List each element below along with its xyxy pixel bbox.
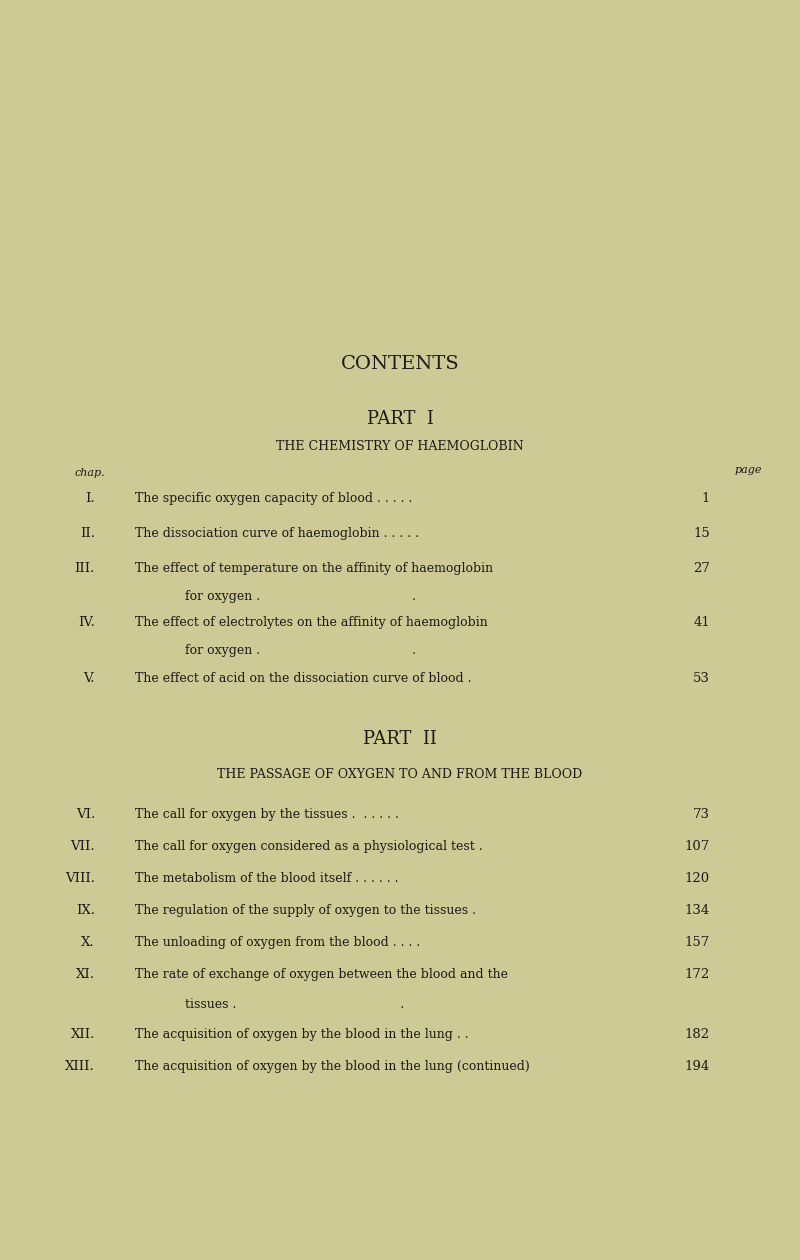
- Text: The effect of electrolytes on the affinity of haemoglobin: The effect of electrolytes on the affini…: [135, 616, 488, 629]
- Text: The call for oxygen considered as a physiological test .: The call for oxygen considered as a phys…: [135, 840, 482, 853]
- Text: page: page: [735, 465, 762, 475]
- Text: 194: 194: [685, 1060, 710, 1074]
- Text: The metabolism of the blood itself . . . . . .: The metabolism of the blood itself . . .…: [135, 872, 398, 885]
- Text: The acquisition of oxygen by the blood in the lung . .: The acquisition of oxygen by the blood i…: [135, 1028, 469, 1041]
- Text: X.: X.: [82, 936, 95, 949]
- Text: 53: 53: [693, 672, 710, 685]
- Text: V.: V.: [83, 672, 95, 685]
- Text: 157: 157: [685, 936, 710, 949]
- Text: 27: 27: [693, 562, 710, 575]
- Text: The regulation of the supply of oxygen to the tissues .: The regulation of the supply of oxygen t…: [135, 903, 476, 917]
- Text: The acquisition of oxygen by the blood in the lung (continued): The acquisition of oxygen by the blood i…: [135, 1060, 530, 1074]
- Text: XIII.: XIII.: [66, 1060, 95, 1074]
- Text: The unloading of oxygen from the blood . . . .: The unloading of oxygen from the blood .…: [135, 936, 420, 949]
- Text: III.: III.: [74, 562, 95, 575]
- Text: 182: 182: [685, 1028, 710, 1041]
- Text: The rate of exchange of oxygen between the blood and the: The rate of exchange of oxygen between t…: [135, 968, 508, 982]
- Text: The effect of temperature on the affinity of haemoglobin: The effect of temperature on the affinit…: [135, 562, 493, 575]
- Text: The call for oxygen by the tissues .  . . . . .: The call for oxygen by the tissues . . .…: [135, 808, 399, 822]
- Text: VIII.: VIII.: [65, 872, 95, 885]
- Text: VII.: VII.: [70, 840, 95, 853]
- Text: PART  I: PART I: [366, 410, 434, 428]
- Text: for oxygen .                                      .: for oxygen . .: [185, 590, 416, 604]
- Text: THE PASSAGE OF OXYGEN TO AND FROM THE BLOOD: THE PASSAGE OF OXYGEN TO AND FROM THE BL…: [218, 769, 582, 781]
- Text: 107: 107: [685, 840, 710, 853]
- Text: tissues .                                         .: tissues . .: [185, 998, 404, 1011]
- Text: THE CHEMISTRY OF HAEMOGLOBIN: THE CHEMISTRY OF HAEMOGLOBIN: [276, 440, 524, 454]
- Text: for oxygen .                                      .: for oxygen . .: [185, 644, 416, 656]
- Text: The specific oxygen capacity of blood . . . . .: The specific oxygen capacity of blood . …: [135, 491, 412, 505]
- Text: 41: 41: [694, 616, 710, 629]
- Text: 172: 172: [685, 968, 710, 982]
- Text: 120: 120: [685, 872, 710, 885]
- Text: The dissociation curve of haemoglobin . . . . .: The dissociation curve of haemoglobin . …: [135, 527, 419, 541]
- Text: XI.: XI.: [76, 968, 95, 982]
- Text: chap.: chap.: [75, 467, 106, 478]
- Text: PART  II: PART II: [363, 730, 437, 748]
- Text: VI.: VI.: [76, 808, 95, 822]
- Text: 15: 15: [694, 527, 710, 541]
- Text: IV.: IV.: [78, 616, 95, 629]
- Text: 1: 1: [702, 491, 710, 505]
- Text: II.: II.: [80, 527, 95, 541]
- Text: I.: I.: [86, 491, 95, 505]
- Text: The effect of acid on the dissociation curve of blood .: The effect of acid on the dissociation c…: [135, 672, 471, 685]
- Text: 73: 73: [693, 808, 710, 822]
- Text: 134: 134: [685, 903, 710, 917]
- Text: CONTENTS: CONTENTS: [341, 355, 459, 373]
- Text: XII.: XII.: [70, 1028, 95, 1041]
- Text: IX.: IX.: [76, 903, 95, 917]
